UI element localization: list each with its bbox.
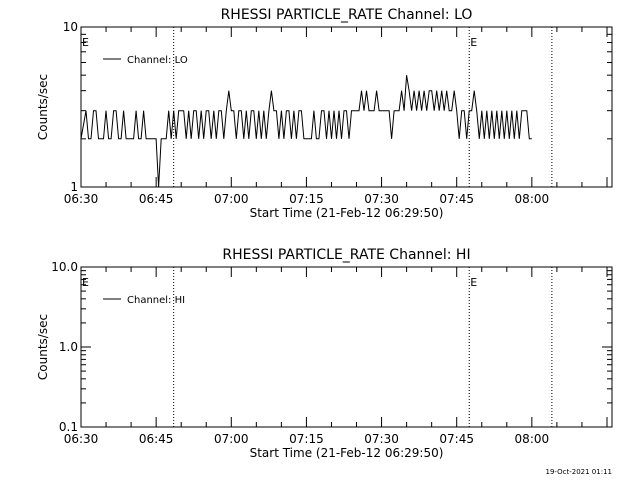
legend-label: Channel: HI (127, 295, 185, 306)
y-axis-label: Counts/sec (36, 74, 50, 140)
y-tick-label: 0.1 (59, 420, 78, 434)
x-tick-label: 07:00 (214, 192, 249, 206)
chart-title: RHESSI PARTICLE_RATE Channel: LO (221, 7, 473, 23)
y-axis-label: Counts/sec (36, 314, 50, 380)
panel-hi: RHESSI PARTICLE_RATE Channel: HI 0.1 1.0 10… (36, 247, 613, 460)
panel-lo: RHESSI PARTICLE_RATE Channel: LO 1 10 06:30… (36, 7, 613, 220)
event-mark: E (470, 276, 477, 289)
plot-frame (80, 266, 613, 428)
x-tick-label: 07:45 (439, 432, 474, 446)
y-tick-label: 10.0 (51, 260, 78, 274)
x-axis-label: Start Time (21-Feb-12 06:29:50) (250, 446, 444, 460)
plot-frame (80, 26, 613, 188)
x-tick-label: 07:30 (364, 192, 399, 206)
event-mark: E (82, 276, 89, 289)
x-axis-label: Start Time (21-Feb-12 06:29:50) (250, 206, 444, 220)
y-tick-label: 1 (70, 180, 78, 194)
x-tick-label: 08:00 (515, 432, 550, 446)
event-mark: E (82, 36, 89, 49)
x-tick-label: 07:00 (214, 432, 249, 446)
x-tick-label: 06:45 (139, 432, 174, 446)
legend-label: Channel: LO (127, 55, 188, 66)
x-tick-label: 07:15 (289, 432, 324, 446)
x-tick-label: 07:30 (364, 432, 399, 446)
timestamp-footer: 19-Oct-2021 01:11 (546, 468, 612, 476)
x-tick-label: 07:15 (289, 192, 324, 206)
x-tick-label: 07:45 (439, 192, 474, 206)
x-tick-label: 06:30 (64, 432, 99, 446)
series-line (80, 75, 532, 188)
y-tick-label: 1.0 (59, 340, 78, 354)
x-tick-label: 08:00 (515, 192, 550, 206)
x-tick-label: 06:45 (139, 192, 174, 206)
x-tick-label: 06:30 (64, 192, 99, 206)
event-mark: E (470, 36, 477, 49)
y-tick-label: 10 (63, 20, 78, 34)
chart-title: RHESSI PARTICLE_RATE Channel: HI (222, 247, 470, 263)
